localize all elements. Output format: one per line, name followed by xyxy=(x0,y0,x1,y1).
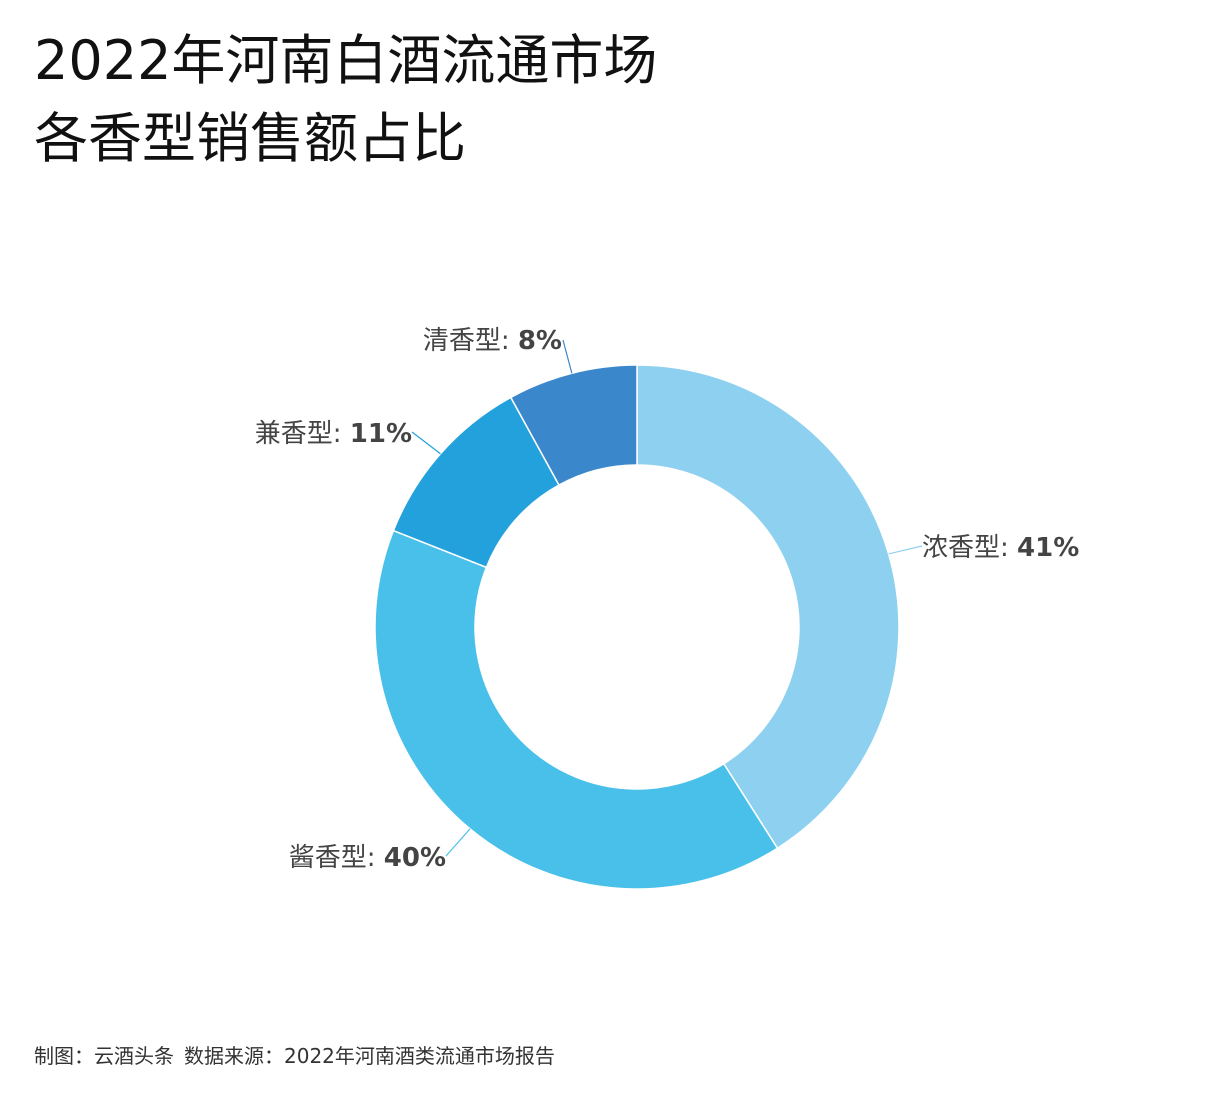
slice-1 xyxy=(636,364,900,850)
slice-label-4: 清香型: 8% xyxy=(423,326,562,356)
leader-line-2 xyxy=(445,828,471,857)
slice-4 xyxy=(509,364,638,487)
leader-line-1 xyxy=(888,545,923,555)
donut-chart: 浓香型: 41% 酱香型: 40% 兼香型: 11% 清香型: 8% xyxy=(255,326,1079,890)
title-line-2: 各香型销售额占比 xyxy=(34,107,466,170)
slice-label-1: 浓香型: 41% xyxy=(922,533,1079,563)
title-line-1: 2022年河南白酒流通市场 xyxy=(34,29,658,92)
leader-line-4 xyxy=(562,339,573,374)
chart-title: 2022年河南白酒流通市场 各香型销售额占比 xyxy=(34,22,657,178)
footer: 制图：云酒头条 数据来源：2022年河南酒类流通市场报告 xyxy=(34,1040,565,1069)
slice-label-3: 兼香型: 11% xyxy=(255,419,412,449)
slice-2 xyxy=(374,529,779,890)
footer-source: 数据来源：2022年河南酒类流通市场报告 xyxy=(184,1044,555,1068)
leader-line-3 xyxy=(411,431,441,455)
footer-credit: 制图：云酒头条 xyxy=(34,1044,174,1068)
slice-label-2: 酱香型: 40% xyxy=(289,843,446,873)
